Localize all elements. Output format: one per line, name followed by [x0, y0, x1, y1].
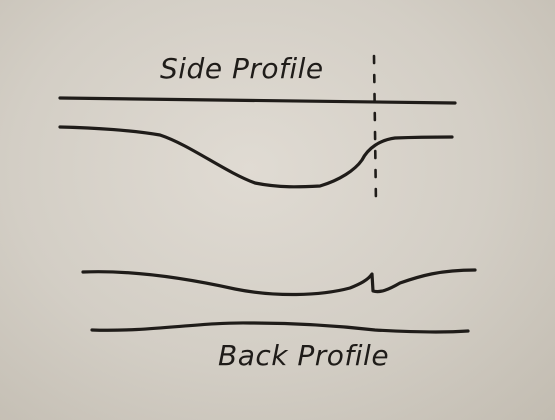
- section-cut-line: [372, 54, 378, 207]
- back-profile-label: Back Profile: [218, 339, 390, 372]
- side-profile-curve: [58, 125, 454, 189]
- side-profile-label: Side Profile: [160, 52, 324, 85]
- side-profile-baseline: [58, 96, 457, 105]
- back-profile-baseline: [90, 321, 470, 334]
- back-profile-curve: [81, 268, 477, 297]
